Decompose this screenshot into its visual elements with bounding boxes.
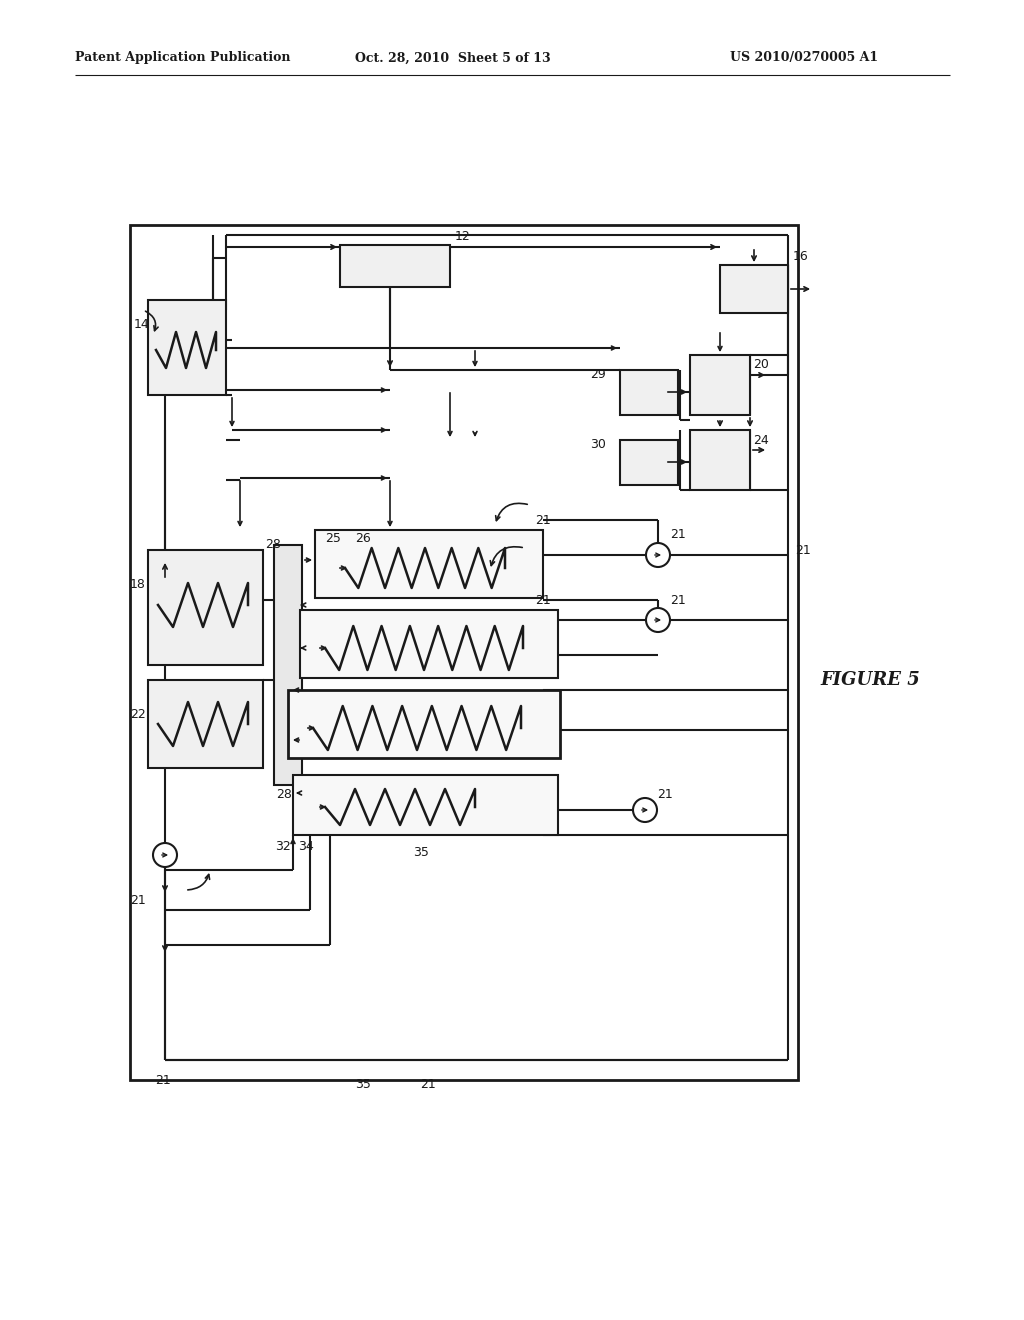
Text: 32: 32 [275,841,291,854]
Text: 22: 22 [130,709,145,722]
Bar [288,690,560,758]
Text: 25: 25 [325,532,341,544]
Text: Oct. 28, 2010  Sheet 5 of 13: Oct. 28, 2010 Sheet 5 of 13 [355,51,551,65]
Bar [300,610,558,678]
Text: 20: 20 [753,359,769,371]
Text: 34: 34 [298,841,313,854]
Circle shape [646,543,670,568]
Text: 21: 21 [657,788,673,801]
Bar [340,246,450,286]
Bar [148,300,226,395]
Text: 24: 24 [753,433,769,446]
Bar [720,265,788,313]
Bar [130,224,798,1080]
Bar [293,775,558,836]
Text: 21: 21 [535,594,551,606]
Circle shape [646,609,670,632]
Text: 16: 16 [793,251,809,264]
Text: 28: 28 [265,539,281,552]
Text: 21: 21 [130,894,145,907]
Text: 14: 14 [134,318,150,331]
Bar [315,531,543,598]
Bar [148,550,263,665]
Text: US 2010/0270005 A1: US 2010/0270005 A1 [730,51,879,65]
Text: 29: 29 [590,368,606,381]
Text: 21: 21 [670,528,686,541]
Text: 12: 12 [455,231,471,243]
Bar [148,680,263,768]
Text: 35: 35 [355,1078,371,1092]
Text: 21: 21 [535,513,551,527]
Circle shape [633,799,657,822]
Bar [274,545,302,785]
Bar [690,430,750,490]
Text: 21: 21 [155,1073,171,1086]
Text: Patent Application Publication: Patent Application Publication [75,51,291,65]
Text: 21: 21 [420,1078,436,1092]
Text: 28: 28 [276,788,292,801]
Circle shape [153,843,177,867]
Text: 30: 30 [590,438,606,451]
Bar [620,370,678,414]
Text: 21: 21 [795,544,811,557]
Text: FIGURE 5: FIGURE 5 [820,671,920,689]
Bar [620,440,678,484]
Bar [690,355,750,414]
Text: 35: 35 [413,846,429,859]
Text: 21: 21 [670,594,686,606]
Text: 26: 26 [355,532,371,544]
Text: 18: 18 [130,578,145,591]
